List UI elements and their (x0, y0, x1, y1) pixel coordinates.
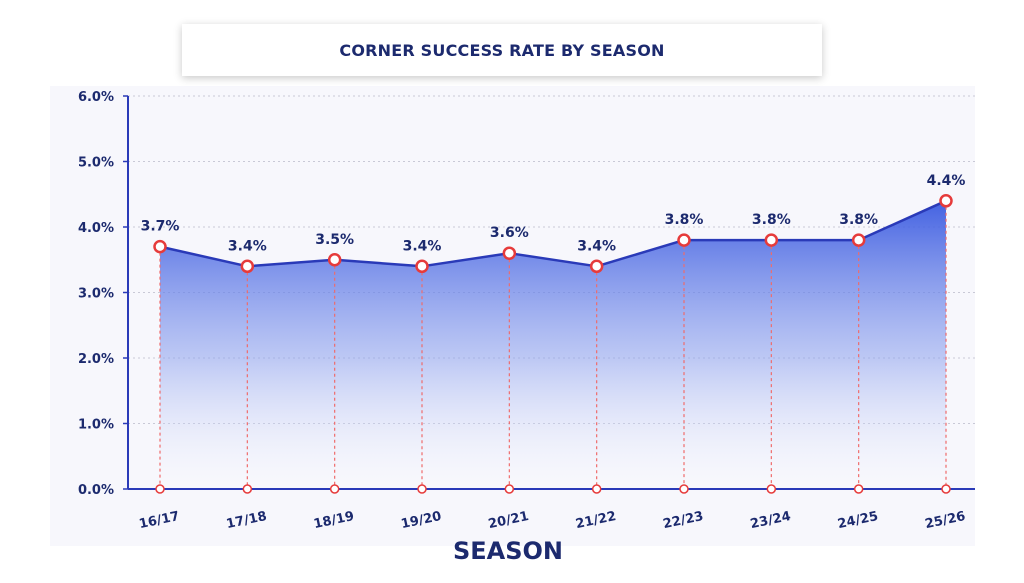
x-tick-label: 23/24 (749, 509, 792, 532)
data-point-marker (327, 253, 342, 267)
x-tick-label: 21/22 (574, 509, 617, 532)
x-tick-label: 19/20 (400, 509, 443, 532)
x-base-marker (591, 484, 602, 494)
data-label: 3.5% (315, 232, 354, 248)
series-line (159, 199, 947, 268)
data-point-marker (153, 239, 167, 254)
y-tick-label: 5.0% (78, 156, 114, 171)
data-point-marker (939, 194, 953, 208)
area-fill (160, 200, 946, 490)
chart-title-card: CORNER SUCCESS RATE BY SEASON (182, 24, 822, 76)
data-point-marker (502, 246, 517, 260)
x-axis-title: SEASON (452, 537, 564, 565)
y-tick-label: 3.0% (78, 287, 114, 302)
x-base-marker (417, 484, 427, 494)
x-base-marker (941, 484, 951, 494)
x-tick-label: 20/21 (487, 509, 530, 532)
data-label: 3.7% (141, 219, 180, 235)
data-point-marker (589, 259, 604, 274)
data-point-marker (851, 233, 866, 247)
data-label: 3.8% (839, 212, 878, 228)
data-point-marker (677, 233, 691, 247)
x-tick-label: 17/18 (225, 509, 268, 532)
data-label: 3.8% (665, 212, 704, 228)
y-tick-label: 1.0% (78, 418, 114, 433)
x-tick-label: 24/25 (836, 509, 879, 532)
y-tick-label: 0.0% (78, 483, 114, 498)
data-label: 3.4% (403, 238, 442, 254)
data-point-marker (240, 259, 255, 274)
data-label: 3.4% (577, 238, 616, 254)
chart-title: CORNER SUCCESS RATE BY SEASON (339, 40, 665, 60)
data-point-marker (415, 259, 429, 274)
x-tick-label: 22/23 (662, 509, 705, 532)
x-base-marker (155, 484, 165, 494)
data-label: 3.8% (752, 212, 791, 228)
x-base-marker (853, 484, 864, 494)
x-base-marker (504, 484, 515, 494)
x-tick-label: 18/19 (312, 509, 355, 532)
data-point-marker (764, 233, 779, 247)
x-base-marker (766, 484, 777, 494)
x-tick-label: 25/26 (924, 509, 967, 532)
y-tick-label: 2.0% (78, 352, 114, 367)
data-label: 3.6% (490, 225, 529, 241)
y-tick-label: 4.0% (78, 221, 114, 236)
x-tick-label: 16/17 (138, 509, 181, 532)
y-tick-label: 6.0% (78, 90, 114, 105)
x-base-marker (329, 484, 340, 494)
data-label: 3.4% (228, 238, 267, 254)
x-base-marker (679, 484, 689, 494)
x-base-marker (242, 484, 253, 494)
data-label: 4.4% (927, 173, 966, 189)
